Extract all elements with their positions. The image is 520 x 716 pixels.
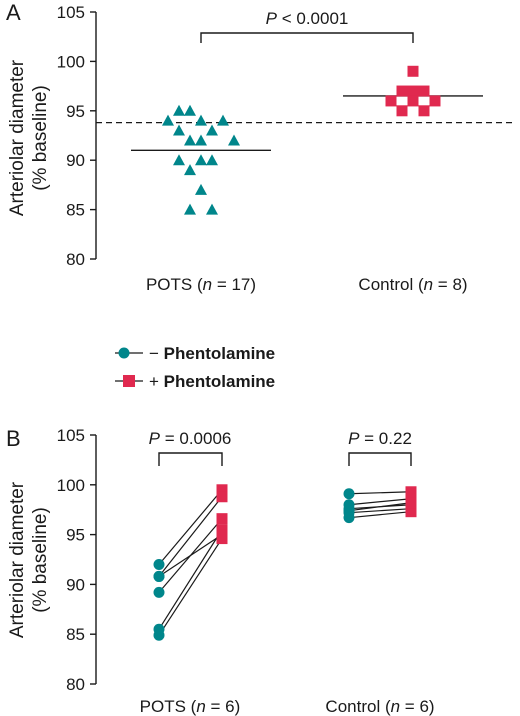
pots-point <box>184 203 196 215</box>
pots-minus-point <box>153 586 165 598</box>
control-pair-line <box>348 508 412 514</box>
control-pair-line <box>348 511 412 519</box>
control-minus-point <box>343 488 355 500</box>
y-tick-label: 100 <box>57 476 85 495</box>
y-tick-label: 90 <box>66 575 85 594</box>
y-tick-label: 105 <box>57 426 85 445</box>
panel-a-category-pots: POTS (n = 17) <box>146 275 256 294</box>
pots-pair-line <box>158 496 223 577</box>
pots-plus-point <box>216 529 228 541</box>
pots-minus-point <box>153 570 165 582</box>
pots-pair-line <box>158 538 223 636</box>
y-tick-label: 100 <box>57 52 85 71</box>
legend-item-plus-phentolamine: + Phentolamine <box>115 372 275 391</box>
panel-a: A Arteriolar diameter (% baseline) 80 85 9… <box>6 0 516 294</box>
legend-item-minus-phentolamine: − Phentolamine <box>115 344 275 363</box>
pots-plus-point <box>216 484 228 496</box>
panel-a-label: A <box>6 0 21 25</box>
legend-marker-circle <box>118 347 130 359</box>
panel-a-category-control: Control (n = 8) <box>358 275 467 294</box>
pots-point <box>184 164 196 176</box>
control-pair-line <box>348 502 412 512</box>
panel-b-plot <box>153 484 417 641</box>
pots-pair-line <box>158 534 223 577</box>
y-tick-label: 90 <box>66 151 85 170</box>
control-point <box>407 95 419 107</box>
pots-point <box>173 124 185 136</box>
panel-b-p-value-control: P = 0.22 <box>348 429 412 448</box>
pots-point <box>206 154 218 166</box>
panel-a-ylabel-line1: Arteriolar diameter <box>7 59 28 216</box>
panel-b-category-control: Control (n = 6) <box>325 697 434 716</box>
panel-a-comparison-bracket: P < 0.0001 <box>200 9 414 43</box>
control-point <box>429 95 441 107</box>
panel-a-bracket <box>200 32 414 43</box>
pots-point <box>173 104 185 116</box>
panel-b-comparison-control: P = 0.22 <box>348 429 412 466</box>
panel-b-bracket-control <box>348 452 412 466</box>
panel-b-p-value-pots: P = 0.0006 <box>149 429 232 448</box>
legend-marker-square <box>123 375 135 387</box>
panel-b-label: B <box>6 426 21 451</box>
control-point <box>385 95 397 107</box>
y-tick-label: 80 <box>66 675 85 694</box>
pots-pair-line <box>158 489 223 565</box>
pots-point <box>228 134 240 146</box>
legend: − Phentolamine + Phentolamine <box>115 344 275 391</box>
pots-point <box>206 124 218 136</box>
panel-a-plot <box>96 65 516 215</box>
panel-a-ylabel-line2: (% baseline) <box>30 85 51 191</box>
pots-point <box>195 183 207 195</box>
pots-point <box>184 104 196 116</box>
y-tick-label: 105 <box>57 3 85 22</box>
control-point <box>407 65 419 77</box>
control-plus-point <box>405 506 417 518</box>
control-pair-line <box>348 498 412 506</box>
pots-point <box>195 134 207 146</box>
control-point <box>418 85 430 97</box>
control-minus-point <box>343 505 355 517</box>
panel-b-ylabel-line2: (% baseline) <box>30 507 51 613</box>
y-tick-label: 95 <box>66 526 85 545</box>
pots-point <box>173 154 185 166</box>
y-tick-label: 80 <box>66 250 85 269</box>
pots-point <box>184 134 196 146</box>
control-plus-point <box>405 486 417 498</box>
legend-label-minus: − Phentolamine <box>149 344 275 363</box>
pots-pair-line <box>158 529 223 630</box>
control-point <box>418 105 430 117</box>
y-tick-label: 85 <box>66 201 85 220</box>
panel-a-y-ticks: 80 85 90 95 100 105 <box>57 3 96 269</box>
panel-b-y-ticks: 80 85 90 95 100 105 <box>57 426 96 694</box>
panel-b-ylabel-line1: Arteriolar diameter <box>7 481 28 638</box>
y-tick-label: 95 <box>66 102 85 121</box>
pots-plus-point <box>216 491 228 503</box>
control-plus-point <box>405 497 417 509</box>
panel-b-comparison-pots: P = 0.0006 <box>149 429 232 466</box>
control-pair-line <box>348 491 412 495</box>
panel-a-p-value: P < 0.0001 <box>266 9 349 28</box>
control-point <box>396 105 408 117</box>
panel-b-category-pots: POTS (n = 6) <box>140 697 241 716</box>
panel-b: B Arteriolar diameter (% baseline) 80 85 9… <box>6 426 435 716</box>
pots-plus-point <box>216 513 228 525</box>
pots-point <box>206 203 218 215</box>
control-point <box>407 85 419 97</box>
pots-minus-point <box>153 629 165 641</box>
pots-point <box>217 114 229 126</box>
y-tick-label: 85 <box>66 625 85 644</box>
pots-point <box>195 154 207 166</box>
pots-point <box>162 114 174 126</box>
pots-point <box>195 114 207 126</box>
panel-b-bracket-pots <box>158 452 223 466</box>
control-point <box>396 85 408 97</box>
pots-minus-point <box>153 558 165 570</box>
legend-label-plus: + Phentolamine <box>149 372 275 391</box>
